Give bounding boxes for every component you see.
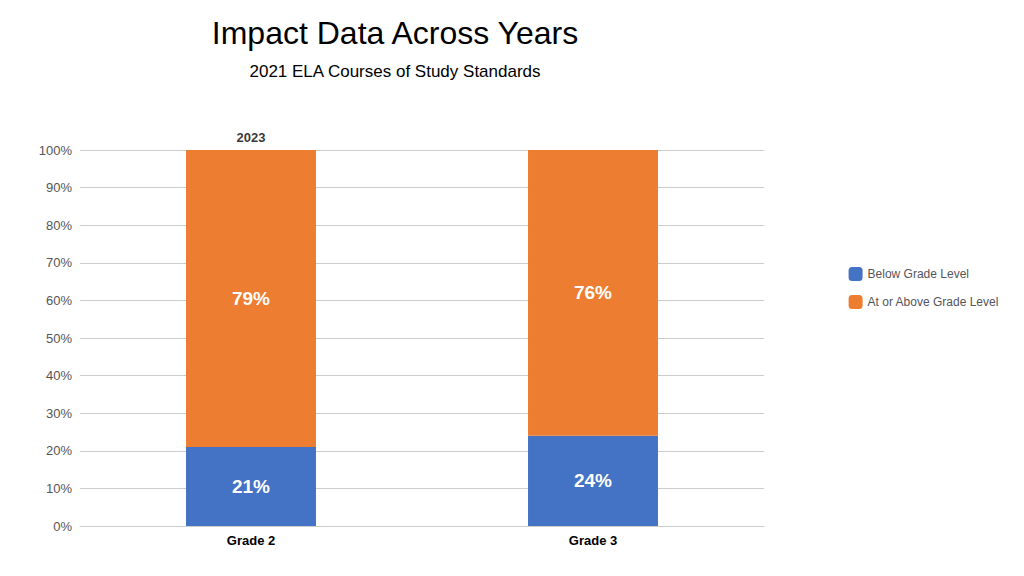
svg-text:30%: 30% [46,406,72,421]
svg-text:76%: 76% [574,282,612,303]
svg-text:Grade 2: Grade 2 [227,533,275,548]
svg-text:10%: 10% [46,481,72,496]
svg-text:Below Grade Level: Below Grade Level [868,267,969,281]
svg-text:20%: 20% [46,443,72,458]
svg-text:90%: 90% [46,180,72,195]
svg-text:40%: 40% [46,368,72,383]
svg-text:70%: 70% [46,255,72,270]
svg-text:24%: 24% [574,470,612,491]
svg-text:80%: 80% [46,218,72,233]
svg-text:Impact Data Across Years: Impact Data Across Years [212,15,578,51]
svg-text:2021 ELA Courses of Study Stan: 2021 ELA Courses of Study Standards [249,62,540,81]
svg-text:100%: 100% [39,143,73,158]
svg-text:79%: 79% [232,288,270,309]
svg-text:60%: 60% [46,293,72,308]
svg-text:21%: 21% [232,476,270,497]
svg-text:0%: 0% [53,519,72,534]
svg-text:Grade 3: Grade 3 [569,533,617,548]
svg-text:50%: 50% [46,331,72,346]
svg-text:At or Above Grade Level: At or Above Grade Level [868,295,999,309]
svg-text:2023: 2023 [237,130,266,145]
